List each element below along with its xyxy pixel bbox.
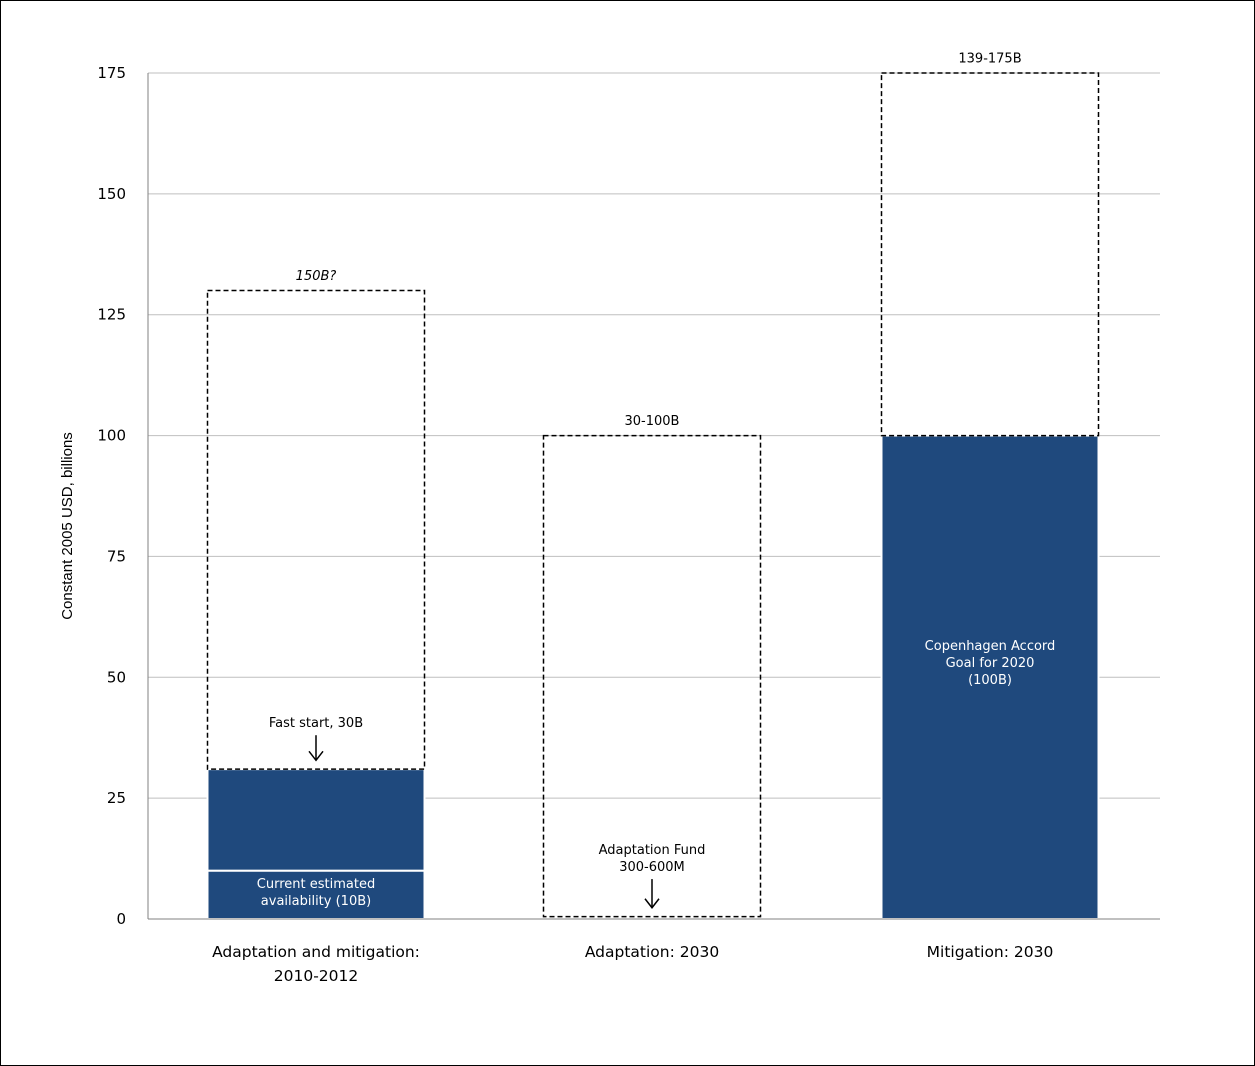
label-copenhagen: (100B) [968, 673, 1012, 688]
range-box [542, 434, 762, 918]
range-box [206, 289, 426, 770]
bars [206, 72, 1100, 921]
category-label: Adaptation: 2030 [585, 943, 719, 961]
label-copenhagen: Goal for 2020 [946, 656, 1035, 671]
axes: 0 25 50 75 100 125 150 175 Constant 2005 USD, bi… [59, 64, 1160, 985]
y-tick-label: 175 [97, 64, 126, 82]
label-150b: 150B? [296, 269, 337, 284]
category-label: Mitigation: 2030 [927, 943, 1054, 961]
label-fast-start: Fast start, 30B [269, 716, 363, 731]
label-adapt-fund: 300-600M [619, 860, 685, 875]
category-label: 2010-2012 [274, 967, 359, 985]
y-tick-label: 125 [97, 306, 126, 324]
annotations: 150B? Fast start, 30B Current estimated ava… [257, 51, 1056, 909]
bar-segment [880, 434, 1100, 920]
y-tick-label: 75 [107, 547, 126, 565]
arrow-head [308, 750, 324, 762]
category-label: Adaptation and mitigation: [212, 943, 420, 961]
label-copenhagen: Copenhagen Accord [925, 639, 1056, 654]
label-adapt-fund: Adaptation Fund [599, 843, 706, 858]
label-current: Current estimated [257, 877, 375, 892]
y-axis-label: Constant 2005 USD, billions [59, 432, 76, 620]
y-tick-label: 50 [107, 668, 126, 686]
label-current: availability (10B) [261, 894, 371, 909]
bar-segment [206, 869, 426, 921]
bar-segment [206, 768, 426, 872]
label-139-175b: 139-175B [958, 51, 1021, 66]
arrow-head [644, 898, 660, 909]
range-box [880, 72, 1100, 437]
y-tick-label: 0 [116, 910, 126, 928]
y-tick-label: 150 [97, 185, 126, 203]
label-30-100b: 30-100B [625, 414, 680, 429]
y-tick-label: 25 [107, 789, 126, 807]
y-tick-label: 100 [97, 427, 126, 445]
